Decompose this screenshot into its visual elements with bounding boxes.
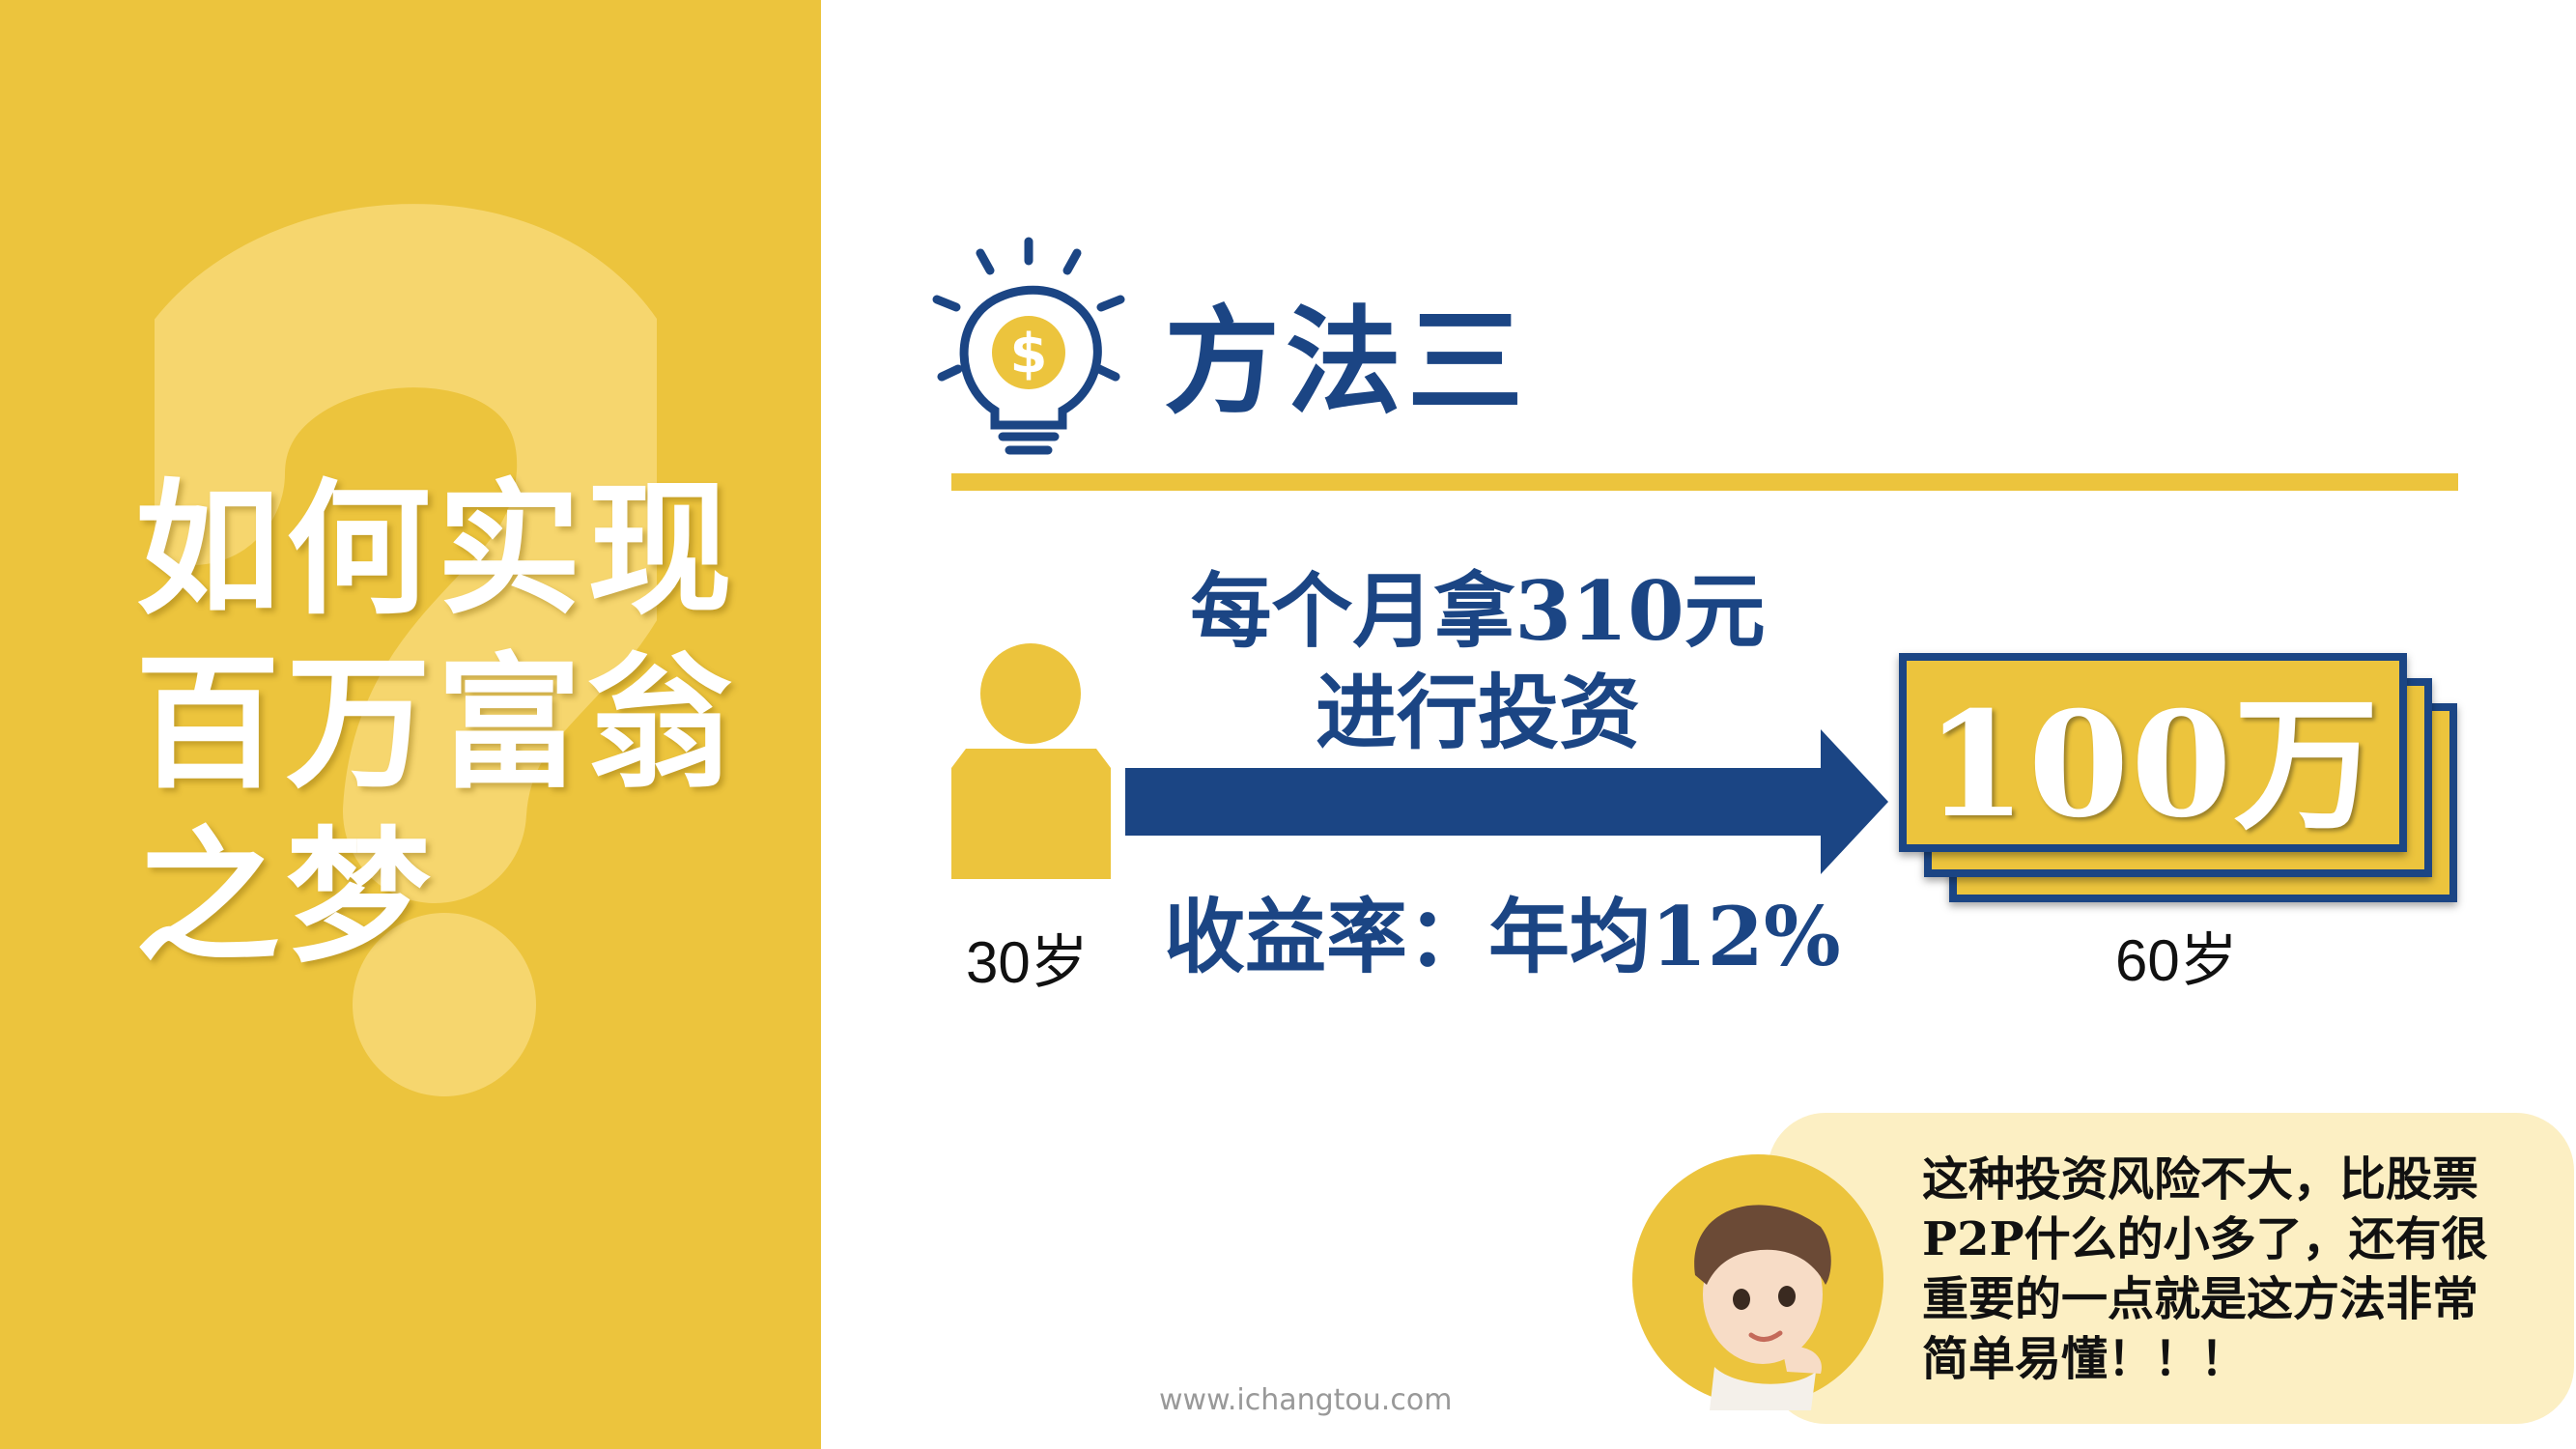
title-line-2: 百万富翁: [135, 640, 739, 809]
start-age-label: 30岁: [966, 930, 1089, 995]
question-mark-icon: [155, 204, 657, 1096]
arrow-right-icon: [1125, 729, 1888, 874]
end-age-label: 60岁: [2115, 928, 2238, 993]
speech-bubble: [1768, 1113, 2574, 1424]
svg-text:$: $: [1010, 323, 1048, 385]
title-line-1: 如何实现: [135, 467, 739, 635]
speech-line-2: P2P什么的小多了，还有很: [1922, 1212, 2488, 1266]
avatar-icon: [1632, 1154, 1883, 1410]
person-icon: [951, 643, 1111, 879]
speech-line-3: 重要的一点就是这方法非常: [1922, 1272, 2479, 1326]
money-stack: 100万: [1893, 647, 2457, 918]
money-card-front: [1899, 653, 2407, 852]
invest-line-1: 每个月拿310元: [1190, 563, 1766, 659]
target-amount: 100万: [1925, 679, 2381, 850]
investment-description: 每个月拿310元 进行投资: [1120, 560, 1835, 763]
speech-line-4: 简单易懂！！！: [1922, 1332, 2248, 1386]
invest-line-2: 进行投资: [1315, 665, 1640, 760]
speech-text: 这种投资风险不大，比股票 P2P什么的小多了，还有很 重要的一点就是这方法非常 …: [1922, 1150, 2540, 1389]
title-line-3: 之梦: [135, 814, 438, 982]
heading-divider: [951, 473, 2458, 491]
slide-title: 如何实现 百万富翁 之梦: [135, 464, 773, 985]
watermark-url: www.ichangtou.com: [1159, 1383, 1453, 1417]
speech-line-1: 这种投资风险不大，比股票: [1922, 1152, 2479, 1207]
section-heading: 方法三: [1164, 294, 1529, 430]
left-panel: 如何实现 百万富翁 之梦: [0, 0, 821, 1449]
lightbulb-dollar-icon: $: [932, 237, 1125, 455]
return-rate-text: 收益率：年均12%: [1164, 889, 1841, 984]
